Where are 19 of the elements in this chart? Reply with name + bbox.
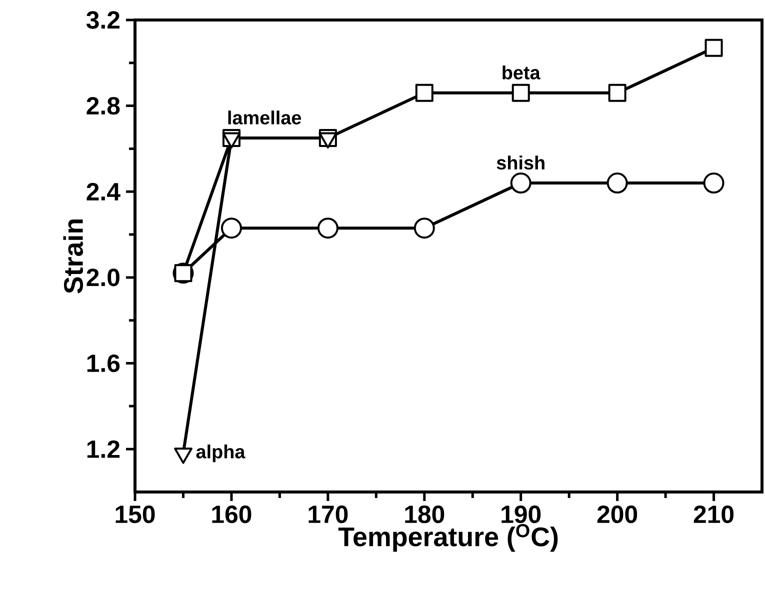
series-label: shish	[496, 156, 544, 170]
y-tick-label: 1.2	[87, 440, 120, 458]
y-tick-label: 3.2	[86, 11, 120, 29]
x-tick-label: 190	[502, 506, 541, 524]
x-tick-label: 170	[308, 506, 348, 524]
x-tick-label: 210	[694, 506, 734, 524]
series-label: beta	[502, 66, 540, 80]
y-tick-label: 2.0	[86, 268, 120, 286]
x-tick-label: 200	[597, 506, 638, 524]
y-tick-label: 2.8	[86, 96, 120, 115]
annotation: alpha	[196, 444, 246, 462]
y-tick-label: 2.4	[86, 182, 120, 200]
annotation: lamellae	[228, 110, 302, 124]
y-tick-label: 1.6	[87, 354, 120, 372]
x-tick-label: 180	[405, 506, 444, 524]
x-axis-title: Temperature ($^{O}$C)	[338, 524, 558, 552]
x-tick-label: 150	[116, 506, 155, 524]
y-axis-title: Strain	[63, 220, 84, 294]
x-tick-label: 160	[212, 506, 252, 524]
